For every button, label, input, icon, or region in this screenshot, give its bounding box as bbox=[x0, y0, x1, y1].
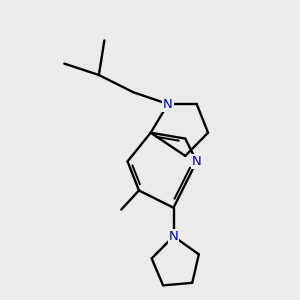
Text: N: N bbox=[192, 155, 202, 168]
Text: N: N bbox=[169, 230, 178, 243]
Text: N: N bbox=[163, 98, 173, 110]
